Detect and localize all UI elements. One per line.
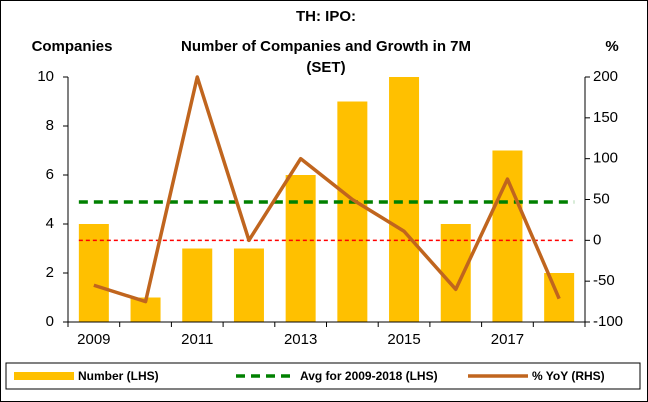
- y-axis-label: Companies: [32, 38, 113, 55]
- y2-tick-label: 200: [593, 68, 618, 85]
- line-series: [93, 75, 561, 304]
- bar: [285, 175, 316, 322]
- y2-tick-label: 100: [593, 150, 618, 167]
- y-tick-label: 4: [46, 215, 54, 232]
- y2-tick-label: -100: [593, 313, 623, 330]
- y-tick-label: 10: [37, 68, 54, 85]
- y2-tick-label: 50: [593, 190, 610, 207]
- bar: [492, 150, 523, 322]
- x-tick-label: 2015: [387, 331, 420, 348]
- bar: [182, 248, 213, 322]
- legend-box: [5, 362, 641, 390]
- bar: [78, 224, 109, 322]
- chart-title: TH: IPO:: [296, 8, 356, 25]
- y-tick-label: 0: [46, 313, 54, 330]
- chart-title: (SET): [306, 59, 345, 76]
- y2-tick-label: 0: [593, 231, 601, 248]
- chart-title: Number of Companies and Growth in 7M: [181, 38, 471, 55]
- y-tick-label: 2: [46, 264, 54, 281]
- x-tick-label: 2009: [77, 331, 110, 348]
- legend-label: Avg for 2009-2018 (LHS): [300, 369, 438, 383]
- x-tick-label: 2013: [284, 331, 317, 348]
- y2-axis-label: %: [605, 38, 618, 55]
- legend-swatch: [14, 372, 74, 380]
- x-tick-label: 2011: [181, 331, 213, 348]
- bar: [440, 224, 471, 322]
- bar: [233, 248, 264, 322]
- y-tick-label: 6: [46, 166, 54, 183]
- legend-label: Number (LHS): [78, 369, 159, 383]
- y2-tick-label: -50: [593, 272, 615, 289]
- bar: [337, 101, 368, 322]
- x-tick-label: 2017: [491, 331, 524, 348]
- y2-tick-label: 150: [593, 109, 618, 126]
- legend-label: % YoY (RHS): [532, 369, 605, 383]
- y-tick-label: 8: [46, 117, 54, 134]
- bar: [389, 77, 420, 322]
